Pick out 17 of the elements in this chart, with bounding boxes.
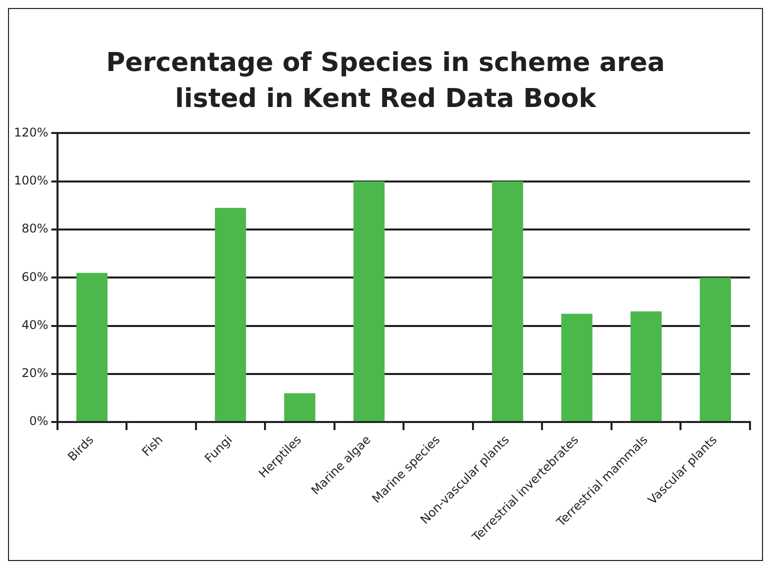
bar <box>76 272 108 422</box>
bar <box>353 181 385 422</box>
y-tick-label: 0% <box>29 414 48 428</box>
bar <box>284 393 316 422</box>
y-tick-label: 120% <box>14 125 48 140</box>
chart-title: Percentage of Species in scheme area listed in Kent Red Data Book <box>105 47 666 116</box>
y-tick-label: 60% <box>22 270 48 284</box>
bar <box>700 278 731 422</box>
y-tick-label: 40% <box>22 318 48 332</box>
bar <box>492 181 524 422</box>
bar <box>630 311 662 422</box>
x-tick-label: Fish <box>139 432 166 459</box>
y-tick-label: 100% <box>14 173 48 188</box>
y-tick-label: 20% <box>22 366 48 380</box>
y-tick-label: 80% <box>22 222 48 236</box>
bar <box>561 314 592 422</box>
bar <box>214 208 246 422</box>
